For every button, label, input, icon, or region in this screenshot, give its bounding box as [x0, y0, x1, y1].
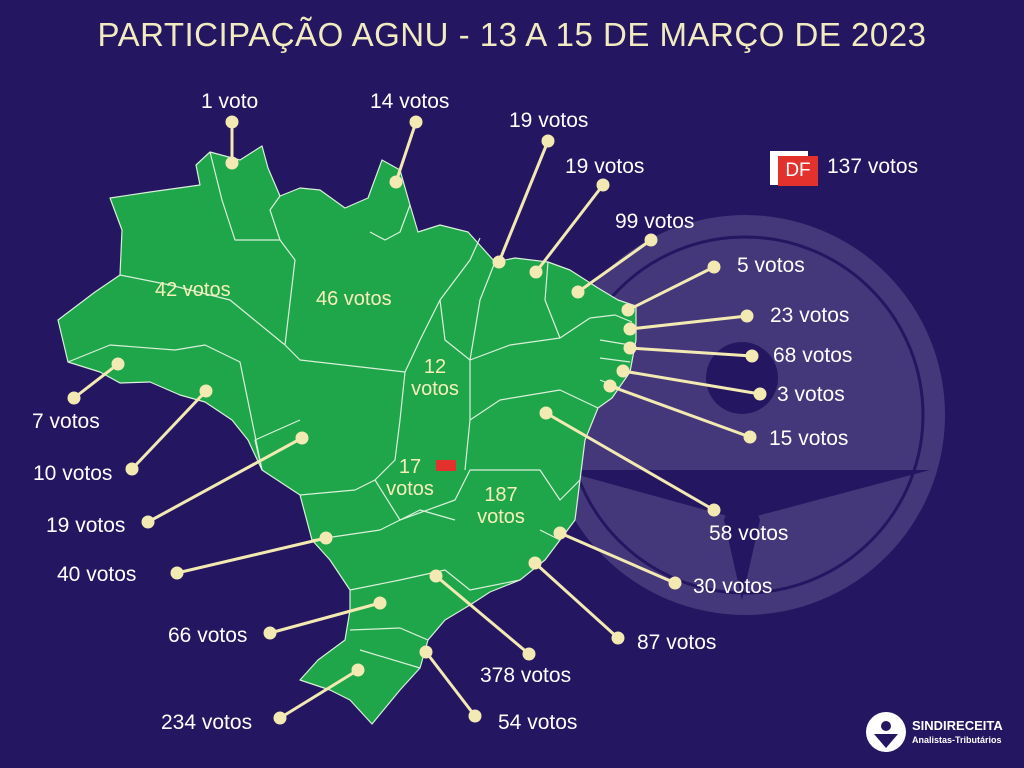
leader-line — [571, 233, 658, 299]
leader-line — [603, 379, 757, 444]
leader-line — [623, 341, 759, 363]
leader-line — [125, 384, 213, 476]
leader-line — [141, 431, 309, 529]
leader-line — [623, 309, 754, 336]
leader-line — [492, 134, 555, 269]
state-vote-label: 23 votos — [770, 304, 850, 327]
leader-line — [429, 569, 536, 661]
state-vote-label: 19 votos — [509, 109, 589, 132]
leader-line — [225, 115, 239, 170]
page-title: PARTICIPAÇÃO AGNU - 13 A 15 DE MARÇO DE … — [97, 16, 927, 53]
leader-line — [419, 645, 482, 723]
sindireceita-logo-icon — [866, 712, 906, 752]
leader-lines — [67, 115, 767, 725]
state-vote-label: 42 votos — [155, 279, 231, 301]
leader-line — [170, 531, 333, 580]
state-vote-number: 12 — [423, 356, 447, 378]
state-vote-label: 99 votos — [615, 210, 695, 233]
state-vote-label: 54 votos — [498, 711, 578, 734]
state-vote-label: 10 votos — [33, 462, 113, 485]
df-marker — [436, 460, 456, 471]
df-badge-label: DF — [785, 160, 811, 181]
leader-line — [389, 115, 423, 189]
leader-line — [273, 663, 365, 725]
leader-line — [67, 357, 125, 405]
state-vote-label: 66 votos — [168, 624, 248, 647]
state-vote-number: 17 — [398, 456, 422, 478]
df-votes-label: 137 votos — [827, 155, 919, 178]
state-vote-label: 7 votos — [32, 410, 100, 433]
state-vote-label: 378 votos — [480, 664, 572, 687]
state-vote-label: 234 votos — [161, 711, 253, 734]
state-vote-unit: votos — [386, 478, 434, 500]
state-vote-label: 46 votos — [316, 288, 392, 310]
logo-tagline: Analistas-Tributários — [912, 735, 1002, 745]
state-vote-number: 187 — [484, 484, 518, 506]
state-vote-label: 19 votos — [565, 155, 645, 178]
df-badge-front: DF — [778, 156, 818, 186]
state-vote-label: 1 voto — [201, 90, 259, 113]
state-vote-label: 15 votos — [769, 427, 849, 450]
sindireceita-logo: SINDIRECEITA Analistas-Tributários — [866, 708, 1016, 754]
state-vote-label: 68 votos — [773, 344, 853, 367]
leader-line — [539, 406, 721, 517]
leader-line — [529, 178, 610, 279]
state-vote-label: 30 votos — [693, 575, 773, 598]
state-vote-label: 17 votos — [375, 456, 445, 500]
state-vote-label: 87 votos — [637, 631, 717, 654]
leader-line — [263, 596, 387, 640]
state-vote-label: 12 votos — [400, 356, 470, 400]
leader-line — [616, 364, 767, 401]
leader-line — [528, 556, 625, 645]
state-vote-unit: votos — [411, 378, 459, 400]
leader-line — [553, 526, 682, 590]
state-vote-label: 5 votos — [737, 254, 805, 277]
state-vote-label: 58 votos — [709, 522, 789, 545]
state-vote-label: 3 votos — [777, 383, 845, 406]
logo-name: SINDIRECEITA — [912, 718, 1003, 733]
state-vote-label: 187 votos — [465, 484, 537, 528]
df-badge: DF — [770, 151, 818, 187]
state-vote-label: 14 votos — [370, 90, 450, 113]
state-vote-unit: votos — [477, 506, 525, 528]
brazil-map — [57, 145, 637, 725]
state-vote-label: 40 votos — [57, 563, 137, 586]
state-vote-label: 19 votos — [46, 514, 126, 537]
brazil-outline — [57, 145, 637, 725]
leader-line — [621, 260, 721, 317]
